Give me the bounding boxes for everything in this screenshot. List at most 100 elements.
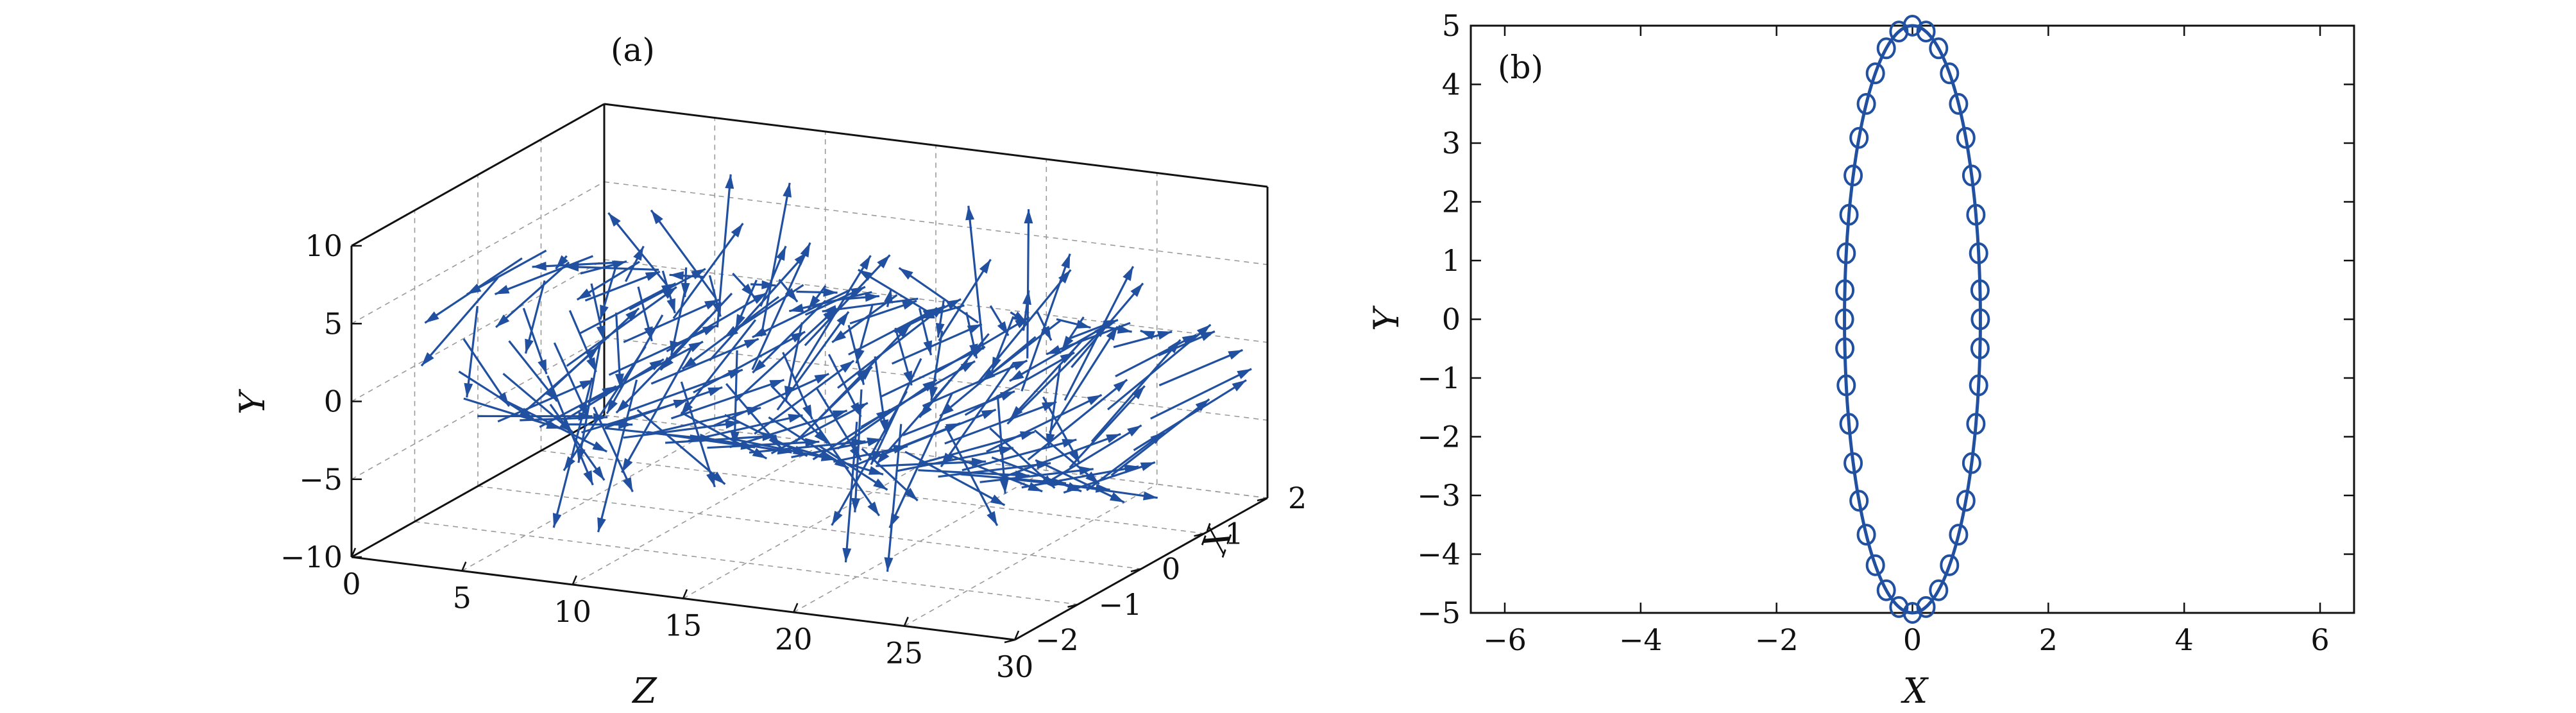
arrow-shaft [672,223,744,320]
z-tick-mark [903,617,909,626]
panel-b-y-axis-label: Y [1366,305,1407,331]
x-tick-label: 6 [2310,623,2329,657]
arrow-shaft [886,424,902,572]
data-point [1969,242,1988,264]
data-point [1836,374,1856,397]
panel-b-ellipse-plot: −6 −4 −2 0 2 4 6 −5 −4 −3 −2 −1 0 1 2 3 4 5 (b) X Y [1366,8,2355,711]
arrow-shaft [1009,339,1083,420]
data-point [1929,579,1949,601]
y-tick-label: −3 [1417,478,1461,513]
y-tick-label: 5 [1442,8,1461,43]
arrow-head [421,352,434,366]
data-point [1839,413,1859,435]
x-tick-label: −6 [1483,623,1527,657]
z-tick-label: 15 [665,608,702,643]
x-tick-label: 0 [1162,552,1180,587]
arrow-ring [1009,322,1252,504]
z-tick-mark [572,575,577,585]
arrow-head [856,370,865,385]
arrow-shaft [566,286,677,367]
arrow-shaft [495,261,570,329]
arrow-shaft [1003,433,1121,478]
arrow-head [1009,370,1024,381]
data-point [1835,337,1855,359]
arrow-shaft [497,379,595,423]
arrow-shaft [593,406,634,492]
panel-a-y-axis-label: Y [232,389,273,415]
arrow-head [873,478,888,490]
y-tick-label: 4 [1442,67,1461,102]
arrow-ring [842,205,1075,563]
arrow-head [633,246,644,261]
arrow-head [552,513,562,528]
data-point [1956,126,1976,149]
x-tick-mark [1004,639,1015,644]
arrow-shaft [1115,334,1198,377]
panel-a-z-axis-label: Z [631,671,657,711]
panel-a-box-frame [350,103,1269,641]
arrow-head [1140,462,1155,471]
arrow-head [858,270,873,281]
arrow-shaft [804,254,891,347]
arrow-shaft [1027,379,1128,461]
arrow-shaft [752,289,851,339]
x-tick-label: −2 [1035,623,1079,657]
arrow-shaft [836,379,938,450]
arrow-head [532,261,547,271]
arrow-shaft [898,267,979,324]
x-tick-mark [1130,568,1142,572]
arrow-head [545,387,557,402]
panel-a-grid [351,103,1268,640]
arrow-head [600,304,609,320]
arrow-shaft [854,389,863,513]
arrow-head [425,311,439,323]
arrow-shaft [420,277,499,367]
arrow-shaft [539,385,617,428]
arrow-head [877,255,890,269]
data-point [1856,524,1876,546]
arrow-shaft [424,257,523,324]
arrow-shaft [879,345,986,399]
arrow-head [711,472,725,485]
arrow-head [597,517,606,533]
data-point [1949,92,1969,115]
z-tick-label: 30 [996,649,1034,684]
data-point [1969,374,1988,397]
z-tick-label: 25 [885,636,923,671]
data-point [1889,596,1909,618]
data-point [1849,126,1869,149]
data-point [1865,554,1885,576]
arrow-shaft [650,338,759,385]
arrow-shaft [665,434,777,444]
frame-edge [351,103,605,247]
arrow-shaft [615,316,710,414]
data-point [1916,21,1936,43]
arrow-head [564,262,579,272]
arrow-shaft [650,209,717,299]
arrow-shaft [1035,459,1125,504]
arrow-head [525,338,534,354]
x-tick-label: −4 [1619,623,1663,657]
arrow-head [1195,399,1210,411]
arrow-head [923,340,933,356]
data-point [1876,579,1896,601]
arrow-shaft [979,468,1094,483]
arrow-head [592,466,605,481]
arrow-head [805,438,820,447]
data-point [1835,308,1854,331]
arrow-head [865,293,879,302]
arrow-head [1130,283,1143,297]
arrow-head [992,356,1001,372]
y-tick-label: 10 [305,228,343,263]
arrow-head [1024,209,1033,224]
y-tick-label: −5 [299,462,343,497]
data-point [1843,452,1863,474]
z-tick-mark [461,562,467,571]
arrow-head [1237,368,1252,379]
arrow-shaft [1069,385,1146,468]
arrow-shaft [563,346,647,472]
arrow-shaft [688,414,803,442]
grid-line [461,428,715,572]
